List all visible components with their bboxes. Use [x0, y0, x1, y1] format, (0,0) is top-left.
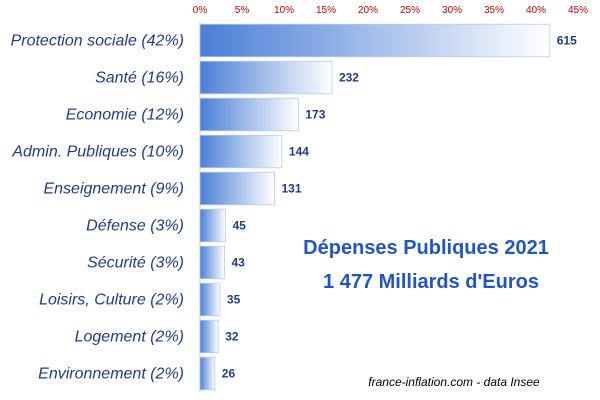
- bar: [199, 356, 216, 391]
- category-label: Economie (12%): [66, 107, 184, 124]
- source-label: france-inflation.com - data Insee: [368, 375, 540, 389]
- category-label: Loisirs, Culture (2%): [39, 292, 184, 309]
- bar: [199, 60, 333, 95]
- value-label: 26: [222, 367, 236, 381]
- bar: [199, 97, 299, 132]
- category-label: Sécurité (3%): [87, 255, 184, 272]
- bar: [199, 23, 551, 58]
- x-tick-label: 45%: [568, 5, 588, 16]
- bar: [199, 171, 275, 206]
- value-label: 43: [231, 256, 245, 270]
- value-label: 232: [339, 71, 359, 85]
- x-tick-label: 30%: [442, 5, 462, 16]
- category-label: Santé (16%): [95, 70, 184, 87]
- chart-title-line-1: Dépenses Publiques 2021: [303, 237, 549, 259]
- bar: [199, 134, 283, 169]
- category-label: Protection sociale (42%): [11, 33, 184, 50]
- x-tick-label: 15%: [316, 5, 336, 16]
- value-label: 615: [557, 34, 577, 48]
- value-label: 144: [289, 145, 309, 159]
- value-label: 45: [233, 219, 247, 233]
- value-label: 32: [225, 330, 239, 344]
- category-labels: Protection sociale (42%) Santé (16%) Econo…: [11, 33, 184, 383]
- value-label: 35: [227, 293, 241, 307]
- x-tick-label: 40%: [526, 5, 546, 16]
- bar: [199, 208, 226, 243]
- x-tick-label: 0%: [193, 5, 208, 16]
- bars-group: [199, 23, 551, 391]
- category-label: Environnement (2%): [38, 366, 184, 383]
- x-tick-label: 20%: [358, 5, 378, 16]
- category-label: Enseignement (9%): [43, 181, 184, 198]
- x-axis-ticks: 0% 5% 10% 15% 20% 25% 30% 35% 40% 45%: [193, 5, 588, 16]
- chart-title-line-2: 1 477 Milliards d'Euros: [323, 271, 539, 293]
- bar: [199, 319, 219, 354]
- x-tick-label: 5%: [235, 5, 250, 16]
- value-label: 173: [305, 108, 325, 122]
- value-labels: 615 232 173 144 131 45 43 35 32 26: [222, 34, 577, 381]
- category-label: Admin. Publiques (10%): [11, 144, 184, 161]
- x-tick-label: 25%: [400, 5, 420, 16]
- category-label: Logement (2%): [75, 329, 184, 346]
- x-tick-label: 10%: [274, 5, 294, 16]
- bar: [199, 245, 225, 280]
- value-label: 131: [282, 182, 302, 196]
- x-tick-label: 35%: [484, 5, 504, 16]
- bar: [199, 282, 221, 317]
- category-label: Défense (3%): [86, 218, 184, 235]
